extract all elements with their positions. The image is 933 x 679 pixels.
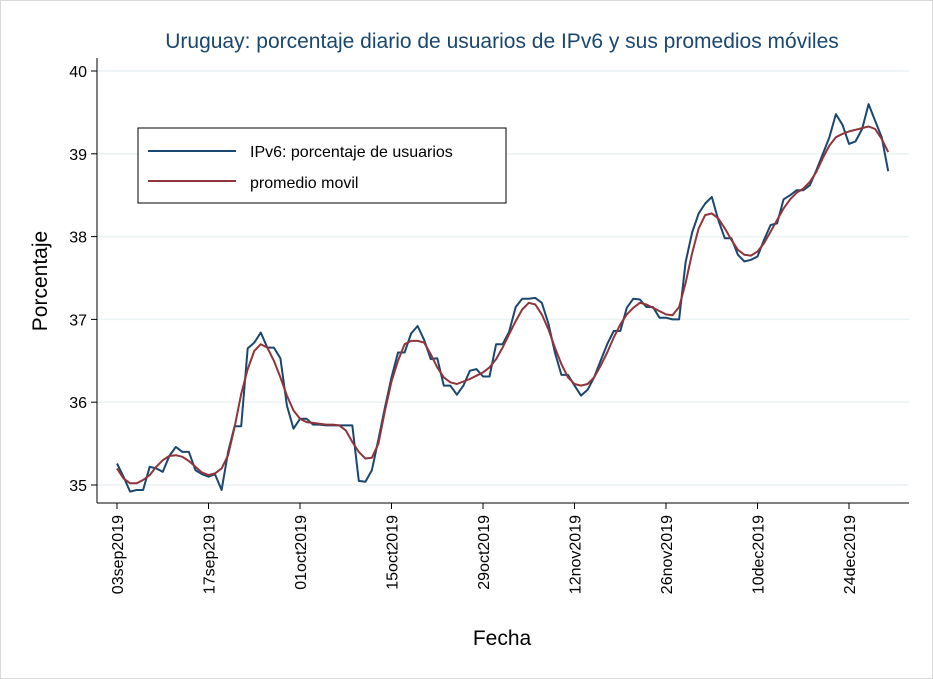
legend: IPv6: porcentaje de usuarios promedio mo… [137,127,507,204]
y-tick-label-38: 38 [69,230,87,247]
y-tick-label-39: 39 [69,147,87,164]
y-axis-ticks: 35 36 37 38 39 40 [69,64,97,495]
y-tick-label-36: 36 [69,395,87,412]
y-tick-label-40: 40 [69,64,87,81]
x-tick-label-17sep2019: 17sep2019 [202,515,219,594]
x-tick-label-29oct2019: 29oct2019 [476,515,493,590]
legend-box [137,127,507,204]
x-tick-label-15oct2019: 15oct2019 [385,515,402,590]
legend-label-promedio: promedio movil [250,175,358,192]
x-tick-label-26nov2019: 26nov2019 [659,515,676,594]
plot-region [97,58,909,503]
x-tick-label-10dec2019: 10dec2019 [751,515,768,594]
chart-title: Uruguay: porcentaje diario de usuarios d… [165,30,839,53]
x-tick-label-03sep2019: 03sep2019 [110,515,127,594]
series-lines [116,103,890,493]
series-line-promedio-movil [116,125,890,485]
y-axis-title: Porcentaje [29,231,52,331]
x-tick-label-01oct2019: 01oct2019 [293,515,310,590]
x-axis-ticks: 03sep2019 17sep2019 01oct2019 15oct2019 29oc… [110,503,859,594]
y-tick-label-37: 37 [69,312,87,329]
y-tick-label-35: 35 [69,478,87,495]
x-axis-title: Fecha [473,627,532,650]
legend-label-ipv6: IPv6: porcentaje de usuarios [250,144,453,161]
x-tick-label-24dec2019: 24dec2019 [842,515,859,594]
axes [96,58,909,504]
x-tick-label-12nov2019: 12nov2019 [568,515,585,594]
